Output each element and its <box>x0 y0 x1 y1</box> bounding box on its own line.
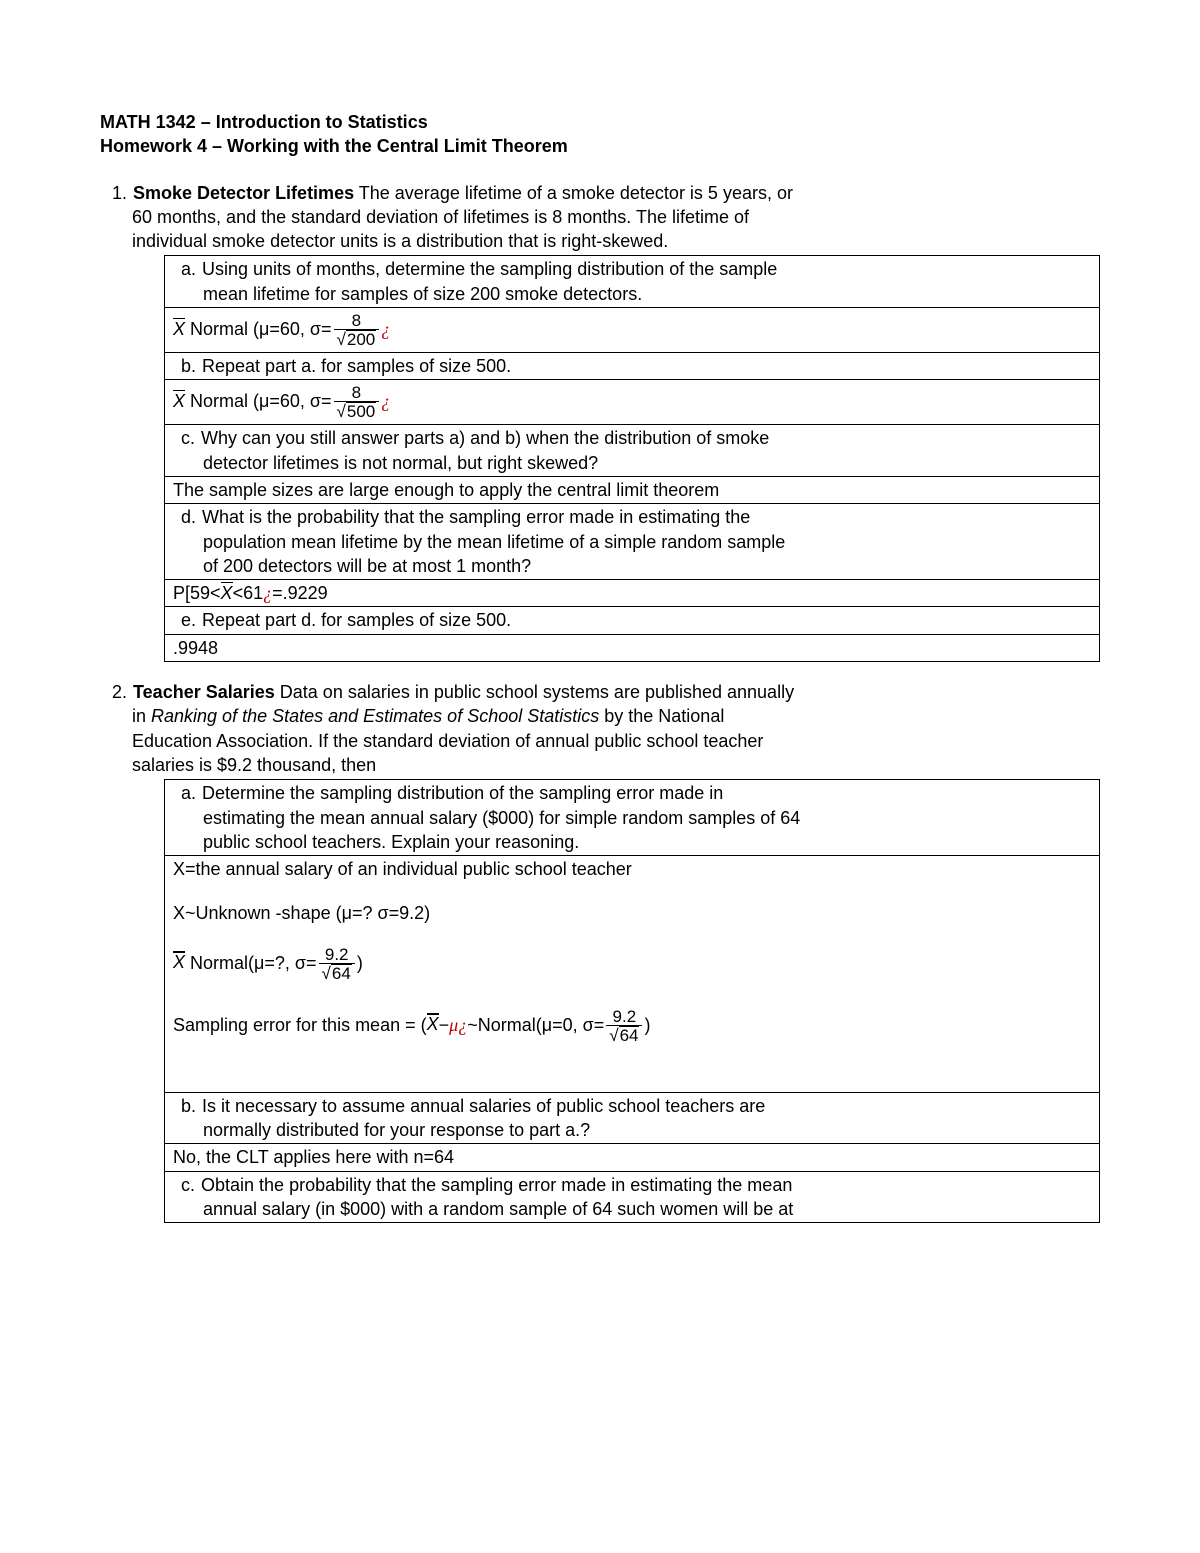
p1-b-q: Repeat part a. for samples of size 500. <box>202 356 511 376</box>
p1-d-question: d.What is the probability that the sampl… <box>165 504 1099 580</box>
p1-d-ans-prefix: P[59< <box>173 583 221 603</box>
p2-b-q1: Is it necessary to assume annual salarie… <box>202 1096 765 1116</box>
homework-title: Homework 4 – Working with the Central Li… <box>100 134 1100 158</box>
p1-a-answer: X Normal (μ=60, σ=8200¿ <box>165 308 1099 353</box>
i-red-symbol: ¿ <box>381 319 390 339</box>
problem-2-text-4: salaries is $9.2 thousand, then <box>100 753 1100 777</box>
problem-1-title: Smoke Detector Lifetimes <box>133 183 354 203</box>
xbar-symbol: X <box>173 389 185 413</box>
problem-2: 2.Teacher Salaries Data on salaries in p… <box>100 680 1100 1223</box>
p1-b-letter: b. <box>181 356 202 376</box>
p1-d-letter: d. <box>181 507 202 527</box>
p1-d-q3: of 200 detectors will be at most 1 month… <box>173 554 1091 578</box>
xbar-symbol: X <box>173 317 185 341</box>
p1-b-answer: X Normal (μ=60, σ=8500¿ <box>165 380 1099 425</box>
italic-title: Ranking of the States and Estimates of S… <box>151 706 599 726</box>
problem-1: 1.Smoke Detector Lifetimes The average l… <box>100 181 1100 662</box>
problem-2-number: 2. <box>112 682 133 702</box>
i-red-symbol: ¿ <box>381 391 390 411</box>
problem-2-title: Teacher Salaries <box>133 682 275 702</box>
p1-d-ans-suffix: =.9229 <box>272 583 328 603</box>
i-red-symbol: ¿ <box>263 583 272 603</box>
p1-e-q: Repeat part d. for samples of size 500. <box>202 610 511 630</box>
p1-b-question: b.Repeat part a. for samples of size 500… <box>165 353 1099 380</box>
xbar-symbol: X <box>427 1012 439 1036</box>
problem-2-text-3: Education Association. If the standard d… <box>100 729 1100 753</box>
document-header: MATH 1342 – Introduction to Statistics H… <box>100 110 1100 159</box>
p2-b-letter: b. <box>181 1096 202 1116</box>
problem-2-text-1: Data on salaries in public school system… <box>275 682 794 702</box>
p2-a-q2: estimating the mean annual salary ($000)… <box>173 806 1091 830</box>
p2-c-q1: Obtain the probability that the sampling… <box>201 1175 792 1195</box>
fraction: 8500 <box>334 384 380 420</box>
p1-e-ans: .9948 <box>173 638 218 658</box>
xbar-symbol: X <box>221 581 233 605</box>
p1-a-q1: Using units of months, determine the sam… <box>202 259 777 279</box>
p1-d-answer: P[59<X<61¿=.9229 <box>165 580 1099 607</box>
p1-c-q2: detector lifetimes is not normal, but ri… <box>173 451 1091 475</box>
p1-e-question: e.Repeat part d. for samples of size 500… <box>165 607 1099 634</box>
p2-c-question: c.Obtain the probability that the sampli… <box>165 1172 1099 1224</box>
p1-a-letter: a. <box>181 259 202 279</box>
p2-a-question: a.Determine the sampling distribution of… <box>165 780 1099 856</box>
p2-a-line1: X=the annual salary of an individual pub… <box>173 857 1091 881</box>
p1-a-q2: mean lifetime for samples of size 200 sm… <box>173 282 1091 306</box>
p1-c-question: c.Why can you still answer parts a) and … <box>165 425 1099 477</box>
p2-a-letter: a. <box>181 783 202 803</box>
p1-c-ans: The sample sizes are large enough to app… <box>173 480 719 500</box>
p1-c-answer: The sample sizes are large enough to app… <box>165 477 1099 504</box>
problem-2-text-2: in Ranking of the States and Estimates o… <box>100 704 1100 728</box>
problem-1-intro: 1.Smoke Detector Lifetimes The average l… <box>100 181 1100 205</box>
p1-a-question: a.Using units of months, determine the s… <box>165 256 1099 308</box>
p2-a-q3: public school teachers. Explain your rea… <box>173 830 1091 854</box>
p2-b-question: b.Is it necessary to assume annual salar… <box>165 1093 1099 1145</box>
p1-c-letter: c. <box>181 428 201 448</box>
p1-d-q1: What is the probability that the samplin… <box>202 507 750 527</box>
p2-a-q1: Determine the sampling distribution of t… <box>202 783 723 803</box>
p1-d-q2: population mean lifetime by the mean lif… <box>173 530 1091 554</box>
problem-2-intro: 2.Teacher Salaries Data on salaries in p… <box>100 680 1100 704</box>
p2-c-letter: c. <box>181 1175 201 1195</box>
problem-1-table: a.Using units of months, determine the s… <box>164 255 1100 662</box>
mu-red-symbol: μ <box>449 1014 458 1034</box>
fraction: 9.264 <box>606 1008 642 1044</box>
p1-a-ans-prefix: Normal (μ=60, σ= <box>185 319 332 339</box>
p1-b-ans-prefix: Normal (μ=60, σ= <box>185 391 332 411</box>
i-red-symbol: ¿ <box>458 1014 467 1034</box>
p1-c-q1: Why can you still answer parts a) and b)… <box>201 428 769 448</box>
course-title: MATH 1342 – Introduction to Statistics <box>100 110 1100 134</box>
p2-b-answer: No, the CLT applies here with n=64 <box>165 1144 1099 1171</box>
p2-a-line3: X Normal(μ=?, σ=9.264) <box>173 946 1091 982</box>
p1-e-answer: .9948 <box>165 635 1099 662</box>
xbar-symbol: X <box>173 950 185 974</box>
p2-c-q2: annual salary (in $000) with a random sa… <box>173 1197 1091 1221</box>
problem-1-number: 1. <box>112 183 133 203</box>
fraction: 9.264 <box>319 946 355 982</box>
problem-1-text-1: The average lifetime of a smoke detector… <box>354 183 793 203</box>
p2-b-q2: normally distributed for your response t… <box>173 1118 1091 1142</box>
problem-1-text-3: individual smoke detector units is a dis… <box>100 229 1100 253</box>
p2-a-answer: X=the annual salary of an individual pub… <box>165 856 1099 1093</box>
p2-b-ans: No, the CLT applies here with n=64 <box>173 1147 454 1167</box>
p1-e-letter: e. <box>181 610 202 630</box>
p2-a-line2: X~Unknown -shape (μ=? σ=9.2) <box>173 901 1091 925</box>
problem-1-text-2: 60 months, and the standard deviation of… <box>100 205 1100 229</box>
fraction: 8200 <box>334 312 380 348</box>
p1-d-ans-mid: <61 <box>233 583 264 603</box>
p2-a-line4: Sampling error for this mean = (X−μ¿~Nor… <box>173 1008 1091 1044</box>
problem-2-table: a.Determine the sampling distribution of… <box>164 779 1100 1223</box>
